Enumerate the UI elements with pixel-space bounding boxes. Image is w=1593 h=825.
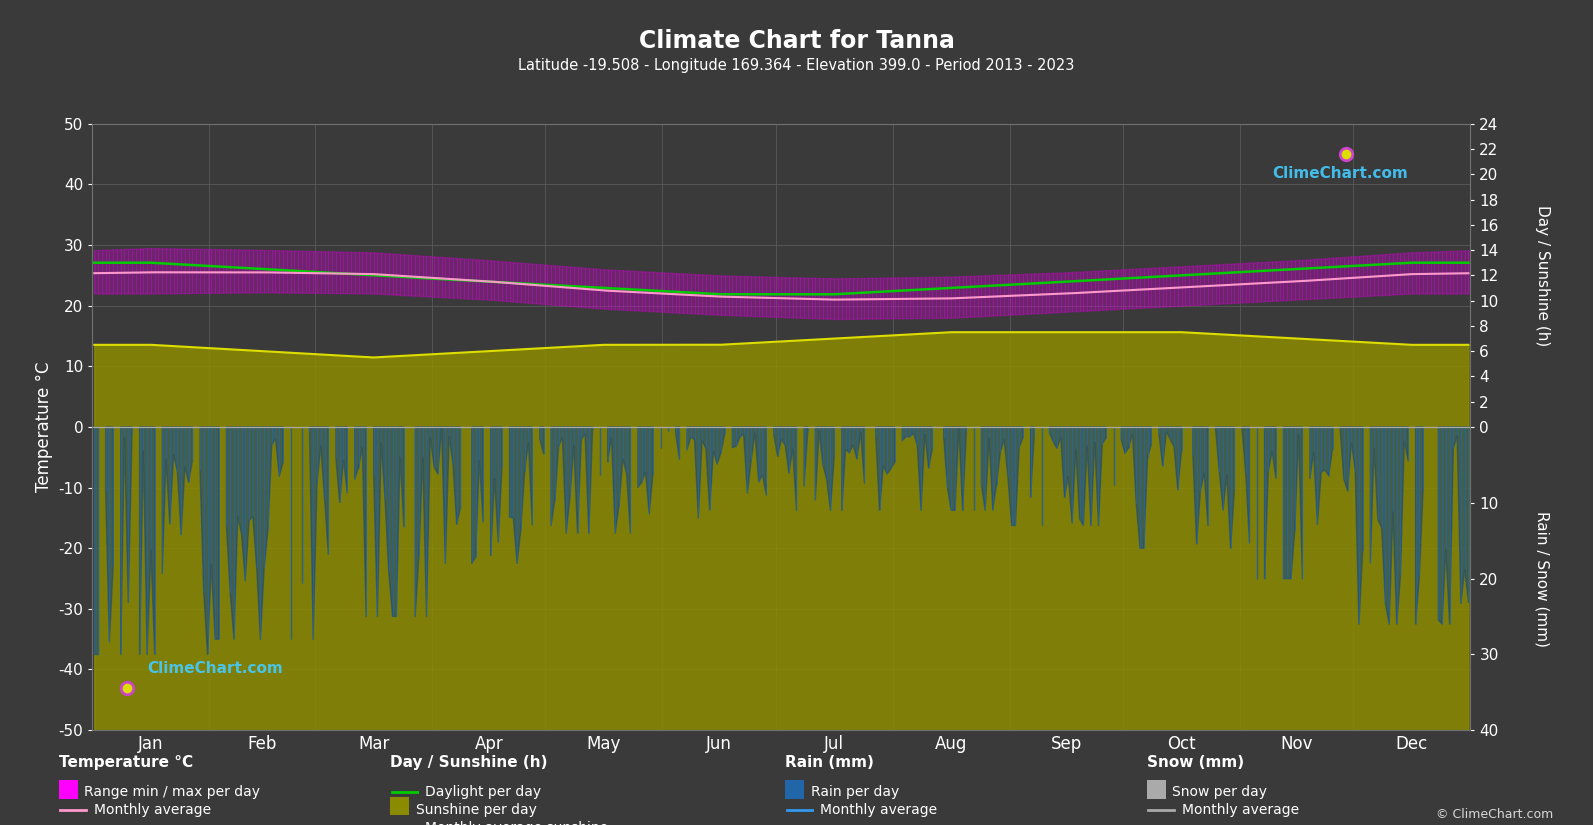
Text: ClimeChart.com: ClimeChart.com — [148, 661, 284, 676]
Text: ClimeChart.com: ClimeChart.com — [1273, 166, 1408, 182]
Y-axis label: Temperature °C: Temperature °C — [35, 361, 53, 493]
Text: Range min / max per day: Range min / max per day — [84, 785, 260, 799]
Text: © ClimeChart.com: © ClimeChart.com — [1435, 808, 1553, 821]
Text: Latitude -19.508 - Longitude 169.364 - Elevation 399.0 - Period 2013 - 2023: Latitude -19.508 - Longitude 169.364 - E… — [518, 58, 1075, 73]
Text: Daylight per day: Daylight per day — [425, 785, 542, 799]
Text: Day / Sunshine (h): Day / Sunshine (h) — [390, 755, 548, 770]
Text: Monthly average sunshine: Monthly average sunshine — [425, 822, 609, 825]
Text: Day / Sunshine (h): Day / Sunshine (h) — [1534, 205, 1550, 346]
Text: Snow (mm): Snow (mm) — [1147, 755, 1244, 770]
Text: Snow per day: Snow per day — [1172, 785, 1268, 799]
Text: Monthly average: Monthly average — [820, 804, 938, 817]
Text: Monthly average: Monthly average — [1182, 804, 1300, 817]
Text: Sunshine per day: Sunshine per day — [416, 804, 537, 817]
Text: Rain (mm): Rain (mm) — [785, 755, 875, 770]
Text: Temperature °C: Temperature °C — [59, 755, 193, 770]
Text: Monthly average: Monthly average — [94, 804, 212, 817]
Text: Rain per day: Rain per day — [811, 785, 898, 799]
Text: Rain / Snow (mm): Rain / Snow (mm) — [1534, 511, 1550, 647]
Text: Climate Chart for Tanna: Climate Chart for Tanna — [639, 29, 954, 53]
